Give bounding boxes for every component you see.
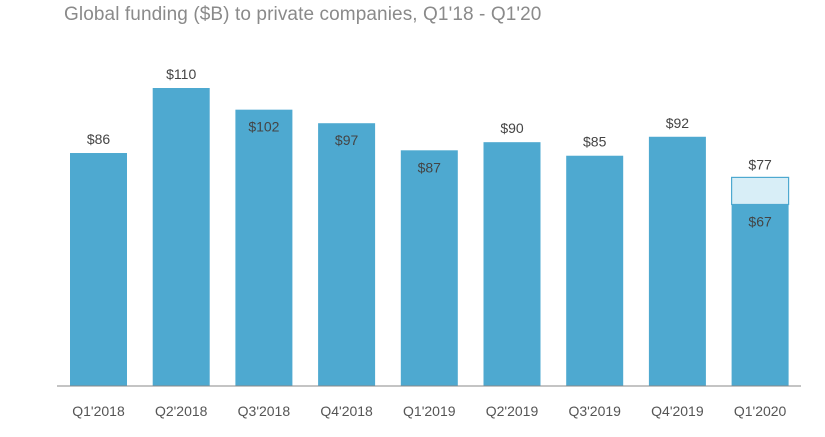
x-tick-label: Q2'2018 bbox=[155, 403, 208, 419]
x-tick-label: Q4'2019 bbox=[651, 403, 704, 419]
projected-bar-segment bbox=[730, 176, 790, 206]
data-label: $97 bbox=[335, 132, 359, 148]
x-tick-label: Q1'2020 bbox=[734, 403, 787, 419]
x-tick-label: Q1'2018 bbox=[72, 403, 125, 419]
bar bbox=[152, 88, 210, 386]
data-label: $87 bbox=[418, 159, 442, 175]
x-tick-label: Q3'2018 bbox=[238, 403, 291, 419]
bar bbox=[483, 142, 541, 386]
data-label: $67 bbox=[748, 213, 772, 229]
data-label: $110 bbox=[166, 66, 196, 82]
bar bbox=[400, 150, 458, 386]
x-tick-label: Q4'2018 bbox=[320, 403, 373, 419]
projected-data-label: $77 bbox=[748, 156, 772, 172]
bar bbox=[648, 136, 706, 386]
x-tick-label: Q3'2019 bbox=[568, 403, 621, 419]
data-label: $85 bbox=[583, 134, 607, 150]
chart-title: Global funding ($B) to private companies… bbox=[64, 4, 542, 25]
x-tick-label: Q2'2019 bbox=[486, 403, 539, 419]
data-label: $90 bbox=[500, 120, 524, 136]
data-label: $86 bbox=[87, 131, 111, 147]
data-label: $102 bbox=[248, 119, 279, 135]
data-label: $92 bbox=[666, 115, 690, 131]
bar bbox=[731, 204, 789, 386]
bar bbox=[235, 109, 293, 386]
bar bbox=[318, 123, 376, 386]
bar bbox=[70, 153, 127, 386]
bar bbox=[566, 155, 624, 386]
x-tick-label: Q1'2019 bbox=[403, 403, 456, 419]
